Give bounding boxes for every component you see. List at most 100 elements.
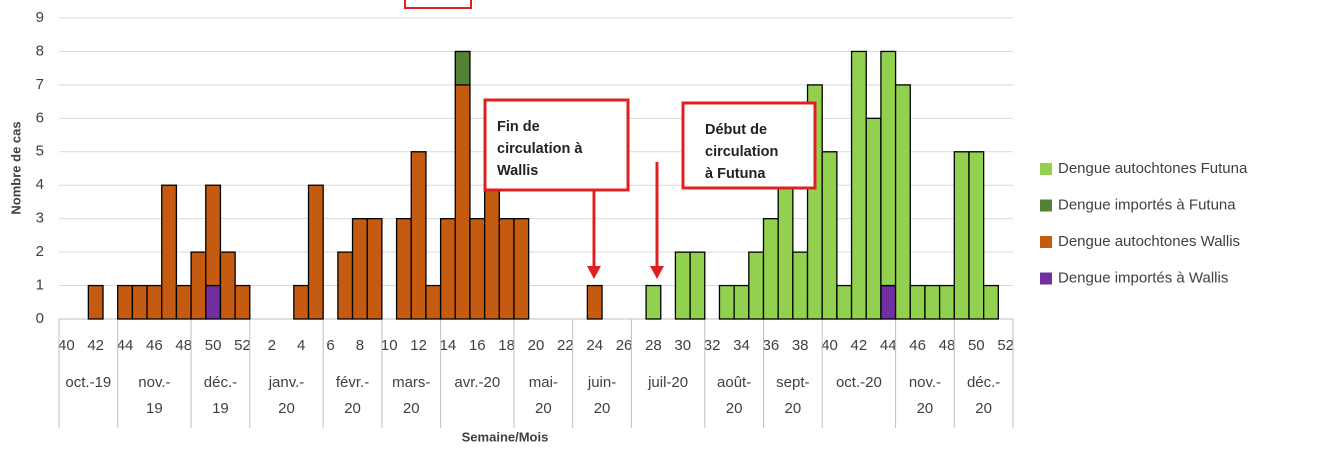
bar-segment [894,84,911,320]
legend-swatch [1040,163,1052,175]
x-tick-label: 6 [326,337,334,354]
x-tick-label: 18 [498,337,515,354]
month-label: 20 [975,400,992,417]
arrow-head [587,266,601,279]
x-tick-label: 50 [205,337,222,354]
x-tick-label: 14 [440,337,457,354]
x-tick-label: 40 [821,337,838,354]
x-tick-label: 8 [356,337,364,354]
annotation-text: Début de [705,122,767,138]
bar-segment [498,218,515,320]
x-tick-label: 48 [175,337,192,354]
bar-segment [117,284,134,320]
bar-segment [293,284,310,320]
bar-segment [205,284,222,320]
x-tick-label: 32 [704,337,721,354]
legend-swatch [1040,199,1052,212]
x-tick-label: 48 [939,337,956,354]
bar-segment [865,117,882,320]
bar-segment [425,284,442,320]
x-tick-label: 52 [997,337,1014,354]
bar-segment [968,151,985,320]
x-tick-label: 46 [146,337,163,354]
bar-segment [792,251,809,320]
month-label: mai- [529,374,558,391]
bar-segment [454,84,471,320]
legend-label: Dengue importés à Futuna [1058,196,1236,213]
bar-segment [131,284,148,320]
x-tick-label: 16 [469,337,486,354]
bar-segment [205,184,222,287]
bar-segment [924,284,941,320]
month-label: juil-20 [647,374,688,391]
arrow-head [650,266,664,279]
bar-segment [586,284,603,320]
y-tick-label: 7 [36,76,44,93]
x-tick-label: 42 [851,337,868,354]
x-tick-label: 52 [234,337,251,354]
month-label: janv.- [268,374,305,391]
x-tick-label: 4 [297,337,305,354]
x-tick-label: 50 [968,337,985,354]
month-label: 19 [212,400,229,417]
bar-segment [850,50,867,320]
annotation-box [483,98,630,192]
bar-segment [439,218,456,320]
month-label: août- [717,374,751,391]
y-tick-label: 3 [36,210,44,227]
legend-swatch [1040,236,1052,248]
x-tick-label: 26 [616,337,633,354]
bar-segment [880,284,897,320]
month-label: nov.- [138,374,170,391]
bar-segment [234,284,251,320]
month-label: juin- [587,374,616,391]
bar-segment [161,184,178,320]
x-tick-label: 42 [87,337,104,354]
bar-segment [366,218,383,320]
legend-label: Dengue autochtones Futuna [1058,160,1248,177]
bar-segment [762,218,779,320]
bar-segment [146,284,163,320]
bar-segment [395,218,412,320]
x-tick-label: 36 [762,337,779,354]
bar-segment [748,251,765,320]
month-label: nov.- [909,374,941,391]
annotation-text: circulation à [497,141,583,157]
y-tick-label: 8 [36,42,44,59]
x-tick-label: 24 [586,337,603,354]
x-axis-title: Semaine/Mois [462,429,549,444]
bar-segment [410,151,427,320]
month-label: 20 [917,400,934,417]
month-label: déc.- [967,374,1000,391]
bar-segment [938,284,955,320]
month-label: 20 [278,400,295,417]
x-tick-label: 10 [381,337,398,354]
bar-segment [469,218,486,320]
y-tick-label: 0 [36,310,44,327]
month-label: 19 [146,400,163,417]
y-tick-label: 1 [36,277,44,294]
bar-segment [219,251,236,320]
month-label: oct.-20 [836,374,882,391]
bar-segment [454,50,471,86]
month-label: mars- [392,374,430,391]
legend-swatch [1040,272,1052,285]
annotation-box [681,101,817,190]
bar-segment [645,284,662,320]
bar-segment [953,151,970,320]
bar-segment [880,50,897,287]
x-tick-label: 38 [792,337,809,354]
x-tick-label: 34 [733,337,750,354]
month-label: févr.- [336,374,369,391]
y-tick-label: 2 [36,243,44,260]
x-tick-label: 20 [528,337,545,354]
annotation-text: Wallis [497,163,538,179]
y-axis-title: Nombre de cas [8,121,23,214]
bar-segment [190,251,207,320]
month-label: oct.-19 [65,374,111,391]
bar-segment [337,251,354,320]
bar-segment [689,251,706,320]
y-tick-label: 5 [36,143,44,160]
x-tick-label: 30 [674,337,691,354]
